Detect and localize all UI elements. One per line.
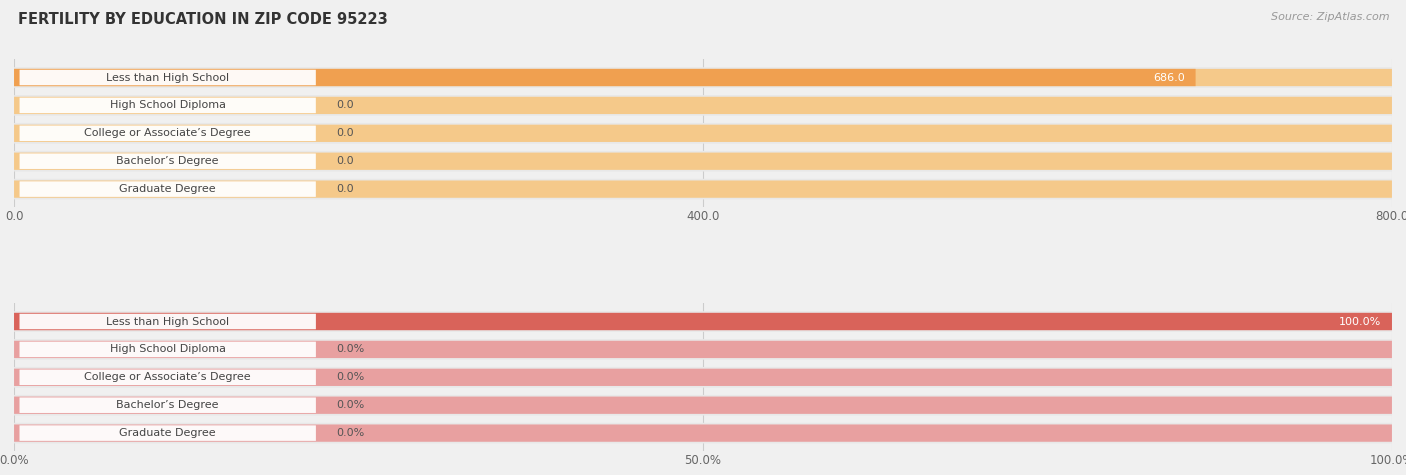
FancyBboxPatch shape (20, 370, 316, 385)
FancyBboxPatch shape (20, 98, 316, 113)
FancyBboxPatch shape (14, 397, 1392, 414)
FancyBboxPatch shape (20, 314, 316, 329)
FancyBboxPatch shape (14, 123, 1392, 143)
FancyBboxPatch shape (14, 425, 1392, 442)
Text: Graduate Degree: Graduate Degree (120, 428, 217, 438)
FancyBboxPatch shape (14, 369, 1392, 386)
Text: 0.0%: 0.0% (336, 372, 364, 382)
FancyBboxPatch shape (14, 69, 1195, 86)
FancyBboxPatch shape (14, 313, 1392, 330)
FancyBboxPatch shape (14, 124, 1392, 142)
FancyBboxPatch shape (14, 95, 1392, 116)
Text: FERTILITY BY EDUCATION IN ZIP CODE 95223: FERTILITY BY EDUCATION IN ZIP CODE 95223 (18, 12, 388, 27)
Text: 0.0: 0.0 (336, 184, 354, 194)
FancyBboxPatch shape (20, 426, 316, 441)
Text: 0.0%: 0.0% (336, 344, 364, 354)
Text: 686.0: 686.0 (1153, 73, 1185, 83)
FancyBboxPatch shape (20, 181, 316, 197)
FancyBboxPatch shape (20, 342, 316, 357)
Text: Graduate Degree: Graduate Degree (120, 184, 217, 194)
Text: 0.0: 0.0 (336, 100, 354, 110)
FancyBboxPatch shape (14, 67, 1392, 88)
FancyBboxPatch shape (14, 69, 1392, 86)
Text: High School Diploma: High School Diploma (110, 344, 226, 354)
FancyBboxPatch shape (14, 151, 1392, 171)
Text: Source: ZipAtlas.com: Source: ZipAtlas.com (1271, 12, 1389, 22)
FancyBboxPatch shape (14, 339, 1392, 360)
FancyBboxPatch shape (14, 97, 1392, 114)
FancyBboxPatch shape (20, 125, 316, 141)
FancyBboxPatch shape (14, 180, 1392, 198)
Text: Bachelor’s Degree: Bachelor’s Degree (117, 400, 219, 410)
Text: College or Associate’s Degree: College or Associate’s Degree (84, 128, 252, 138)
FancyBboxPatch shape (20, 153, 316, 169)
FancyBboxPatch shape (20, 70, 316, 85)
FancyBboxPatch shape (14, 395, 1392, 416)
Text: 0.0: 0.0 (336, 156, 354, 166)
Text: College or Associate’s Degree: College or Associate’s Degree (84, 372, 252, 382)
Text: Less than High School: Less than High School (105, 73, 229, 83)
FancyBboxPatch shape (14, 423, 1392, 444)
FancyBboxPatch shape (14, 313, 1392, 330)
Text: Less than High School: Less than High School (105, 316, 229, 326)
Text: 0.0%: 0.0% (336, 428, 364, 438)
FancyBboxPatch shape (14, 179, 1392, 200)
FancyBboxPatch shape (14, 152, 1392, 170)
FancyBboxPatch shape (14, 341, 1392, 358)
Text: Bachelor’s Degree: Bachelor’s Degree (117, 156, 219, 166)
Text: High School Diploma: High School Diploma (110, 100, 226, 110)
FancyBboxPatch shape (14, 367, 1392, 388)
FancyBboxPatch shape (14, 311, 1392, 332)
FancyBboxPatch shape (20, 398, 316, 413)
Text: 0.0%: 0.0% (336, 400, 364, 410)
Text: 100.0%: 100.0% (1339, 316, 1381, 326)
Text: 0.0: 0.0 (336, 128, 354, 138)
